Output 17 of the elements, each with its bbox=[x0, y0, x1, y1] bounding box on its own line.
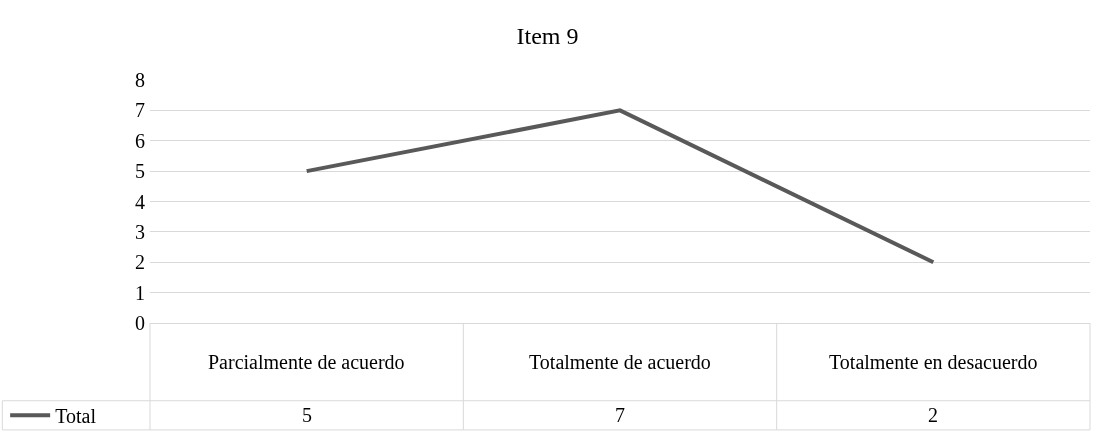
chart-title: Item 9 bbox=[516, 22, 579, 49]
data-label: 5 bbox=[302, 404, 312, 426]
legend-label: Total bbox=[55, 405, 97, 428]
y-tick-label: 5 bbox=[135, 160, 145, 183]
y-tick-label: 3 bbox=[135, 220, 145, 243]
x-tick-label: Totalmente en desacuerdo bbox=[829, 351, 1038, 373]
y-tick-label: 7 bbox=[135, 99, 145, 122]
y-tick-label: 6 bbox=[135, 129, 145, 152]
y-tick-label: 2 bbox=[135, 251, 145, 274]
x-tick-label: Totalmente de acuerdo bbox=[529, 351, 711, 373]
y-tick-label: 0 bbox=[135, 312, 145, 334]
y-tick-label: 4 bbox=[135, 190, 145, 213]
y-tick-label: 8 bbox=[135, 69, 145, 91]
data-label: 2 bbox=[928, 404, 938, 426]
data-label: 7 bbox=[615, 404, 625, 426]
x-tick-label: Parcialmente de acuerdo bbox=[208, 351, 405, 373]
y-tick-label: 1 bbox=[135, 281, 145, 304]
